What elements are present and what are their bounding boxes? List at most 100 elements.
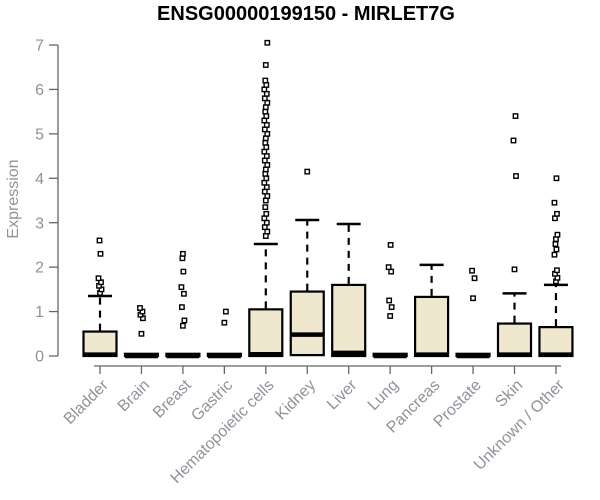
outlier-point: [262, 170, 269, 177]
box-liver: [331, 283, 367, 358]
outlier-point: [264, 99, 271, 106]
outlier-point: [551, 199, 558, 206]
outlier-point: [263, 153, 270, 159]
outlier-point: [263, 122, 270, 128]
outlier-point: [263, 113, 270, 119]
outlier-point: [261, 148, 268, 155]
x-tick-label: Brain: [115, 377, 153, 415]
y-tick-label: 6: [35, 82, 44, 99]
outlier-point: [264, 162, 271, 168]
outlier-point: [553, 175, 560, 182]
outlier-point: [261, 215, 268, 222]
outlier-point: [95, 275, 102, 282]
outlier-point: [262, 104, 269, 111]
outlier-point: [386, 297, 393, 304]
outlier-point: [553, 246, 560, 253]
chart-title: ENSG00000199150 - MIRLET7G: [157, 3, 455, 25]
outlier-point: [261, 188, 268, 195]
outlier-point: [138, 330, 145, 337]
outlier-point: [513, 173, 519, 179]
y-tick-label: 0: [35, 349, 44, 366]
outlier-point: [264, 228, 271, 235]
outlier-point: [263, 184, 270, 191]
x-tick-label: Lung: [365, 377, 402, 414]
y-tick-label: 2: [35, 260, 44, 277]
box-unknown-other: [538, 326, 574, 358]
outlier-point: [261, 179, 268, 186]
outlier-point: [263, 210, 270, 217]
outlier-point: [264, 193, 271, 199]
outlier-point: [179, 250, 186, 257]
outlier-point: [262, 233, 269, 239]
outlier-point: [510, 137, 517, 144]
outlier-point: [263, 175, 270, 182]
outlier-point: [262, 108, 269, 115]
outlier-point: [552, 215, 558, 222]
box-pancreas: [414, 295, 450, 358]
outlier-point: [511, 266, 518, 273]
outlier-point: [262, 62, 269, 68]
outlier-point: [261, 117, 268, 124]
x-tick-label: Skin: [492, 377, 526, 411]
outlier-point: [469, 267, 475, 274]
outlier-point: [553, 236, 559, 243]
x-tick-label: Breast: [150, 376, 195, 421]
outlier-point: [388, 304, 395, 311]
outlier-point: [263, 144, 270, 151]
outlier-point: [137, 305, 143, 311]
outlier-point: [221, 319, 228, 326]
outlier-point: [261, 157, 268, 164]
outlier-point: [262, 166, 269, 173]
outlier-point: [96, 237, 103, 244]
outlier-point: [97, 250, 104, 257]
outlier-point: [180, 290, 187, 297]
outlier-point: [264, 130, 271, 137]
box-skin: [496, 322, 533, 358]
outlier-point: [554, 267, 560, 274]
x-tick-label: Kidney: [272, 377, 319, 424]
y-tick-label: 5: [35, 126, 44, 143]
outlier-point: [264, 39, 271, 46]
outlier-point: [387, 242, 394, 248]
outlier-point: [261, 126, 268, 133]
outlier-point: [554, 210, 560, 217]
y-tick-label: 7: [35, 38, 44, 55]
outlier-point: [179, 322, 186, 329]
outlier-point: [178, 304, 185, 311]
outlier-point: [554, 231, 561, 238]
outlier-point: [262, 135, 269, 142]
y-tick-label: 4: [35, 171, 44, 188]
box-kidney: [289, 290, 325, 357]
outlier-point: [261, 95, 268, 102]
outlier-point: [181, 317, 188, 324]
outlier-point: [470, 295, 476, 302]
outlier-point: [261, 86, 268, 93]
outlier-point: [261, 224, 268, 231]
outlier-point: [263, 82, 270, 88]
outlier-point: [178, 284, 185, 291]
outlier-point: [179, 255, 186, 262]
x-tick-label: Bladder: [61, 376, 112, 427]
outlier-point: [180, 268, 187, 275]
y-tick-label: 3: [35, 215, 44, 232]
outlier-point: [387, 313, 394, 319]
outlier-point: [385, 264, 392, 271]
outlier-point: [552, 241, 559, 247]
outlier-point: [262, 139, 269, 146]
outlier-point: [262, 204, 269, 211]
box-bladder: [82, 330, 118, 358]
outlier-point: [263, 219, 270, 226]
outlier-point: [263, 90, 270, 97]
outlier-point: [304, 168, 311, 175]
outlier-point: [262, 77, 269, 84]
x-tick-label: Liver: [324, 376, 361, 413]
outlier-point: [262, 197, 269, 204]
outlier-point: [222, 308, 229, 315]
outlier-point: [551, 251, 558, 258]
outlier-point: [512, 113, 519, 119]
box-hematopoietic-cells: [248, 308, 284, 358]
outlier-point: [388, 268, 395, 275]
y-tick-label: 1: [35, 304, 44, 321]
